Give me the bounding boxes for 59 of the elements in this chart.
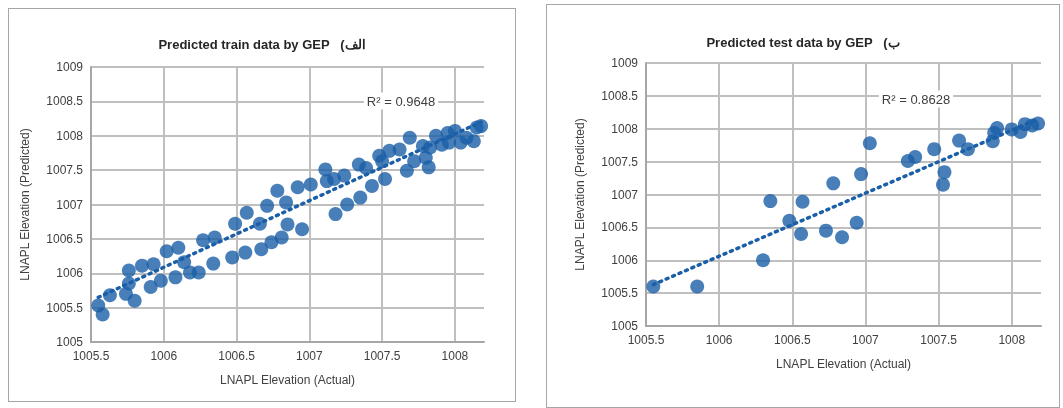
chart-title: Predicted train data by GEP (الف — [158, 37, 366, 52]
point — [908, 150, 923, 165]
point — [854, 167, 869, 182]
y-tick-label: 1008 — [56, 128, 84, 143]
x-tick-label: 1007.5 — [920, 333, 958, 347]
point — [952, 133, 967, 148]
point — [927, 142, 942, 157]
point — [937, 165, 952, 180]
x-tick-label: 1006 — [150, 349, 178, 363]
x-axis-title: LNAPL Elevation (Actual) — [776, 357, 911, 371]
x-tick-label: 1008 — [998, 333, 1026, 347]
point — [690, 279, 705, 294]
y-tick-label: 1007 — [611, 187, 639, 202]
point — [646, 279, 661, 294]
x-tick-label: 1005.5 — [627, 333, 665, 347]
y-tick-label: 1007.5 — [601, 154, 639, 169]
y-tick-label: 1006 — [611, 253, 639, 268]
y-tick-label: 1008 — [611, 121, 639, 136]
x-tick-label: 1006.5 — [773, 333, 811, 347]
x-tick-label: 1006.5 — [218, 349, 256, 363]
point — [782, 213, 797, 228]
y-tick-label: 1009 — [611, 56, 639, 70]
point — [756, 253, 771, 268]
y-tick-label: 1005 — [56, 335, 84, 349]
point — [1031, 116, 1046, 131]
y-tick-label: 1007.5 — [46, 163, 84, 178]
annotation: R² = 0.9648 — [366, 93, 436, 109]
annotation: R² = 0.8628 — [881, 91, 951, 107]
chart-title: Predicted test data by GEP (ب — [706, 35, 900, 50]
x-tick-label: 1006 — [705, 333, 733, 347]
y-tick-label: 1005.5 — [46, 300, 84, 315]
point — [826, 176, 841, 191]
point — [818, 223, 833, 238]
y-tick-label: 1006 — [56, 266, 84, 281]
x-tick-label: 1007 — [295, 349, 323, 363]
y-tick-label: 1008.5 — [46, 94, 84, 109]
x-tick-label: 1005.5 — [72, 349, 110, 363]
point — [794, 226, 809, 241]
x-tick-label: 1007 — [852, 333, 880, 347]
point — [862, 136, 877, 151]
y-tick-label: 1009 — [56, 60, 84, 74]
y-axis-title: LNAPL Elevation (Predicted) — [18, 128, 32, 281]
y-tick-label: 1006.5 — [46, 231, 84, 246]
y-axis-title: LNAPL Elevation (Predicted) — [573, 118, 587, 271]
point — [835, 230, 850, 245]
point — [849, 215, 864, 230]
point — [960, 142, 975, 157]
y-tick-label: 1008.5 — [601, 88, 639, 103]
x-axis-title: LNAPL Elevation (Actual) — [220, 373, 355, 387]
point — [763, 194, 778, 209]
x-tick-label: 1007.5 — [363, 349, 401, 363]
x-tick-label: 1008 — [441, 349, 469, 363]
point — [936, 177, 950, 192]
y-tick-label: 1005.5 — [601, 286, 639, 301]
y-tick-label: 1005 — [611, 319, 639, 333]
point — [990, 121, 1005, 136]
y-tick-label: 1007 — [56, 197, 84, 212]
point — [795, 194, 810, 209]
y-tick-label: 1006.5 — [601, 220, 639, 235]
